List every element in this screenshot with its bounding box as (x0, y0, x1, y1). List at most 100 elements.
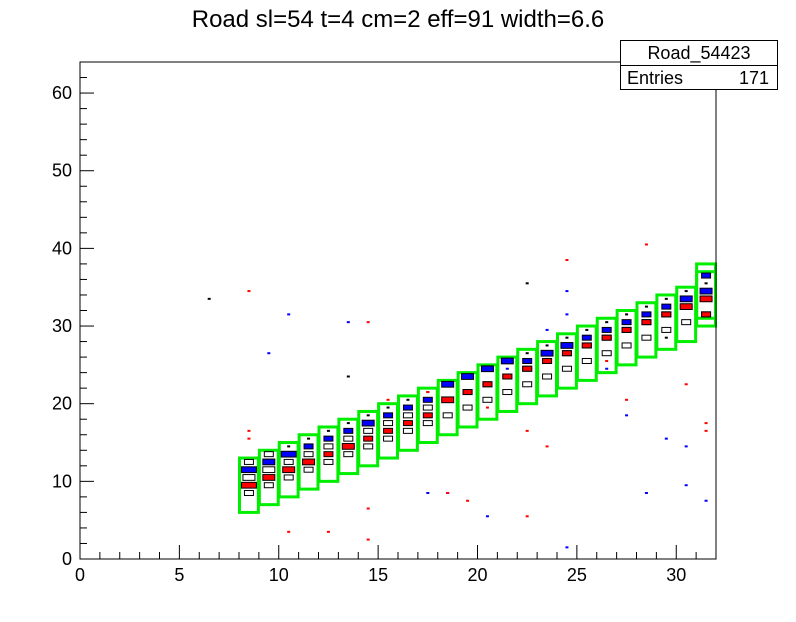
bin-cell (243, 458, 254, 465)
bin-cell (621, 342, 632, 349)
bin-cell (243, 489, 254, 496)
bin-cell (625, 313, 629, 316)
bin-cell (402, 412, 413, 419)
y-tick-label: 40 (52, 238, 72, 258)
bin-cell (422, 420, 433, 427)
bin-cell (542, 357, 553, 364)
bin-cell (303, 451, 314, 458)
bin-cell (240, 481, 257, 489)
chart-title: Road sl=54 t=4 cm=2 eff=91 width=6.6 (191, 6, 605, 33)
bin-cell (565, 336, 569, 339)
bin-cell (323, 435, 334, 442)
road-box (516, 347, 539, 406)
bin-cell (422, 412, 433, 419)
bin-cell (262, 466, 276, 474)
bin-cell (383, 420, 394, 427)
bin-cell (661, 326, 672, 333)
road-box (575, 324, 598, 382)
road-box (476, 363, 499, 421)
bin-cell (441, 380, 455, 388)
bin-cell (366, 321, 370, 324)
bin-cell (383, 435, 394, 442)
bin-cell (625, 398, 629, 401)
bin-cell (366, 538, 370, 541)
road-box (675, 285, 698, 344)
bin-cell (287, 445, 291, 448)
bin-cell (346, 375, 350, 378)
bin-cell (525, 352, 529, 355)
bin-cell (303, 466, 314, 473)
bin-cell (402, 404, 413, 411)
bin-cell (363, 427, 374, 434)
bin-cell (684, 484, 688, 487)
bin-cell (303, 443, 314, 450)
bin-cell (542, 373, 553, 380)
bin-cell (505, 367, 509, 370)
bin-cell (522, 357, 533, 364)
bin-cell (363, 443, 374, 450)
bin-cell (641, 334, 652, 341)
bin-cell (422, 396, 433, 403)
bin-cell (263, 482, 274, 489)
bin-cell (644, 305, 648, 308)
bin-cell (482, 381, 493, 388)
bin-cell (641, 319, 652, 326)
bin-cell (343, 435, 354, 442)
bin-cell (323, 443, 334, 450)
bin-cell (565, 546, 569, 549)
bin-cell (601, 334, 612, 341)
bin-cell (282, 466, 296, 474)
bin-cell (545, 328, 549, 331)
bin-cell (699, 287, 713, 295)
bin-cell (361, 419, 375, 427)
bin-cell (422, 404, 433, 411)
bin-cell (426, 391, 430, 394)
bin-cell (560, 342, 574, 349)
bin-cell (664, 437, 668, 440)
x-tick-label: 25 (567, 565, 587, 585)
bin-cell (664, 336, 668, 339)
stats-box: Road_54423 Entries 171 (620, 40, 778, 90)
bin-cell (681, 319, 692, 326)
bin-cell (346, 422, 350, 425)
bin-cell (581, 342, 592, 349)
bin-cell (679, 295, 693, 303)
bin-cell (482, 396, 493, 403)
bin-cell (343, 451, 354, 458)
x-tick-label: 15 (368, 565, 388, 585)
bin-cell (601, 326, 612, 333)
bin-cell (283, 458, 294, 465)
y-tick-label: 10 (52, 471, 72, 491)
bin-cell (565, 259, 569, 262)
bin-cell (704, 499, 708, 502)
bin-cell (522, 381, 533, 388)
bin-cell (386, 406, 390, 409)
road-box (456, 371, 479, 429)
bin-cell (323, 451, 334, 458)
bin-cell (280, 450, 297, 458)
bin-cell (545, 344, 549, 347)
bin-cell (625, 414, 629, 417)
bin-cell (262, 458, 276, 466)
bin-cell (263, 451, 274, 458)
bin-cell (207, 297, 211, 300)
bin-cell (561, 350, 572, 357)
bin-cell (441, 396, 455, 404)
bin-cell (383, 412, 394, 419)
bin-cell (644, 243, 648, 246)
bin-cell (679, 303, 693, 310)
bin-cell (485, 406, 489, 409)
bin-cell (366, 507, 370, 510)
stats-histogram-name: Road_54423 (621, 41, 777, 66)
x-tick-label: 10 (269, 565, 289, 585)
bin-cell (540, 349, 554, 357)
bin-cell (704, 429, 708, 432)
bin-cell (485, 515, 489, 518)
bin-cell (466, 499, 470, 502)
bin-cell (621, 326, 632, 333)
bin-cell (326, 530, 330, 533)
bin-cell (699, 295, 713, 303)
bin-cell (585, 328, 589, 331)
bin-cell (326, 429, 330, 432)
road-box (655, 293, 678, 351)
